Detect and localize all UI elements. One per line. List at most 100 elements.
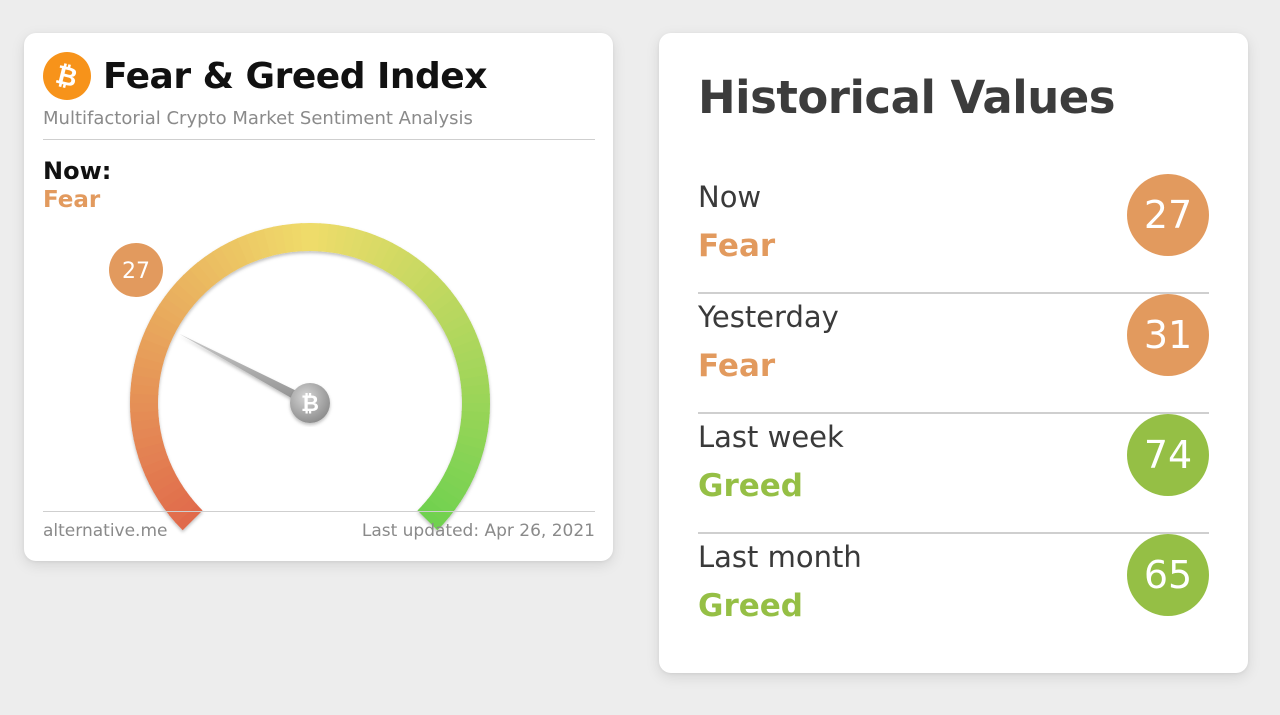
gauge-arc-segment	[333, 225, 350, 255]
gauge-arc-segment	[138, 448, 169, 468]
gauge-arc-segment	[219, 241, 243, 272]
gauge-arc-segment	[454, 347, 485, 366]
gauge-arc-segment	[148, 470, 179, 494]
gauge-arc-segment	[460, 374, 490, 389]
gauge-arc-segment	[456, 356, 487, 373]
last-updated: Last updated: Apr 26, 2021	[361, 521, 595, 541]
history-state: Fear	[698, 348, 776, 384]
gauge-arc-segment	[254, 228, 273, 259]
gauge-arc-segment	[164, 288, 193, 314]
bitcoin-icon: ₿	[43, 52, 91, 100]
gauge-arc-segment	[131, 425, 162, 441]
gauge-arc-segment	[272, 224, 288, 255]
gauge-arc-segment	[422, 282, 451, 309]
gauge-arc	[130, 223, 490, 531]
widget-footer: alternative.me Last updated: Apr 26, 202…	[43, 511, 595, 541]
history-period: Yesterday	[698, 300, 839, 334]
gauge-arc-segment	[444, 464, 475, 487]
gauge-arc-segment	[459, 418, 490, 433]
gauge-arc-segment	[428, 289, 457, 315]
source-link[interactable]: alternative.me	[43, 521, 168, 541]
gauge-arc-segment	[145, 319, 176, 342]
gauge-arc-segment	[356, 231, 377, 262]
gauge-value: 27	[122, 259, 150, 284]
history-value-badge: 27	[1127, 174, 1209, 256]
gauge-arc-segment	[371, 238, 394, 269]
widget-header: ₿ Fear & Greed Index Multifactorial Cryp…	[43, 52, 595, 140]
gauge-arc-segment	[211, 246, 236, 276]
gauge-arc-segment	[136, 345, 166, 364]
history-row-last-month: Last month Greed 65	[698, 534, 1209, 654]
history-period: Last week	[698, 420, 844, 454]
gauge-arc-segment	[385, 247, 410, 277]
gauge-arc-segment	[153, 477, 183, 502]
gauge-arc-segment	[163, 491, 192, 517]
history-row-last-week: Last week Greed 74	[698, 414, 1209, 534]
history-period: Now	[698, 180, 762, 214]
history-row-yesterday: Yesterday Fear 31	[698, 294, 1209, 414]
gauge-arc-segment	[189, 262, 216, 291]
history-state: Greed	[698, 468, 803, 504]
gauge-arc-segment	[432, 297, 462, 322]
gauge-arc-segment	[130, 382, 160, 396]
history-row-now: Now Fear 27	[698, 174, 1209, 294]
historical-values-title: Historical Values	[698, 71, 1116, 124]
gauge-arc-segment	[349, 229, 368, 259]
gauge-arc-segment	[141, 328, 172, 349]
history-state: Greed	[698, 588, 803, 624]
now-label: Now:	[43, 157, 112, 185]
gauge-arc-segment	[132, 363, 162, 380]
gauge-arc-segment	[437, 304, 467, 329]
gauge-arc-segment	[456, 434, 487, 452]
history-value-badge: 65	[1127, 534, 1209, 616]
gauge-arc-segment	[130, 417, 160, 432]
gauge-arc-segment	[441, 312, 472, 336]
gauge-arc-segment	[204, 251, 229, 281]
gauge-arc-segment	[458, 426, 488, 443]
gauge-arc-segment	[170, 281, 199, 308]
widget-subtitle: Multifactorial Crypto Market Sentiment A…	[43, 108, 473, 129]
gauge-arc-segment	[133, 354, 164, 372]
history-period: Last month	[698, 540, 862, 574]
gauge-arc-segment	[417, 275, 445, 303]
gauge-arc-segment	[399, 257, 425, 286]
gauge-arc-segment	[228, 237, 250, 268]
gauge-arc-segment	[451, 449, 482, 470]
gauge-arc-segment	[432, 485, 461, 511]
gauge-hub-bitcoin-icon: ₿	[301, 392, 319, 417]
gauge-arc-segment	[451, 338, 482, 358]
gauge-arc-segment	[236, 234, 257, 265]
gauge-arc-segment	[460, 410, 490, 424]
gauge-arc-segment	[405, 263, 432, 292]
gauge-arc-segment	[436, 478, 466, 503]
widget-title: Fear & Greed Index	[103, 56, 487, 97]
now-state: Fear	[43, 187, 101, 213]
gauge-arc-segment	[158, 484, 188, 509]
gauge-arc-segment	[135, 440, 166, 459]
gauge-arc-segment	[392, 252, 418, 281]
history-state: Fear	[698, 228, 776, 264]
gauge-arc-segment	[138, 336, 169, 357]
gauge-arc-segment	[141, 456, 172, 477]
gauge-value-badge: 27	[109, 243, 163, 297]
gauge-arc-segment	[448, 329, 479, 350]
gauge-needle-pointer	[179, 333, 313, 408]
gauge-arc-segment	[130, 373, 161, 388]
gauge-arc-segment	[417, 504, 444, 531]
gauge-arc-segment	[130, 409, 159, 422]
gauge-arc-segment	[245, 231, 265, 262]
gauge-needle	[179, 333, 313, 408]
gauge-arc-segment	[196, 256, 222, 285]
gauge-arc-segment	[175, 503, 203, 531]
gauge-arc-segment	[182, 268, 210, 296]
gauge-arc-segment	[461, 384, 490, 397]
gauge-arc-segment	[325, 223, 340, 254]
gauge-arc-segment	[281, 223, 296, 253]
gauge-arc-segment	[364, 234, 385, 265]
gauge-arc-segment	[445, 321, 476, 343]
gauge-arc-segment	[154, 303, 184, 328]
history-value-badge: 74	[1127, 414, 1209, 496]
gauge-arc-segment	[378, 242, 402, 273]
gauge-arc-segment	[291, 223, 304, 252]
history-value-badge: 31	[1127, 294, 1209, 376]
